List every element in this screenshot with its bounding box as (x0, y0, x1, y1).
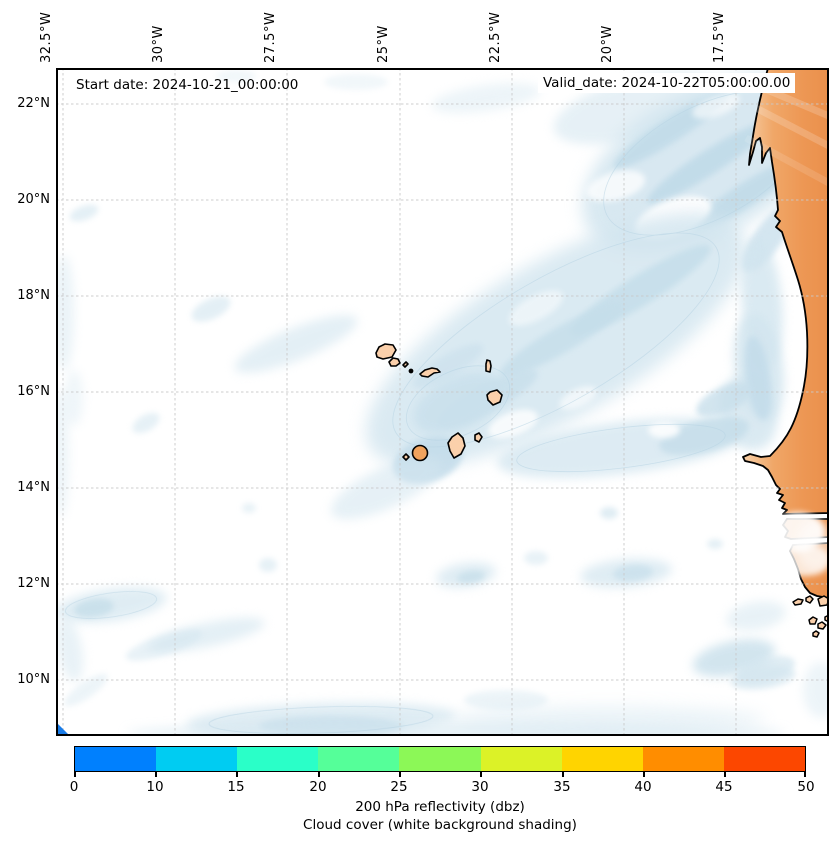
island-maio (474, 432, 483, 443)
y-tick-label: 16°N (17, 384, 50, 399)
colorbar-title-line1: 200 hPa reflectivity (dbz) (355, 799, 525, 815)
y-tick-label: 18°N (17, 288, 50, 303)
colorbar-segment (561, 747, 643, 771)
colorbar-segment (75, 747, 157, 771)
x-tick-label: 22.5°W (488, 11, 503, 63)
colorbar-tick (724, 772, 726, 777)
island-sao-vicente (388, 357, 401, 367)
colorbar-segment (642, 747, 724, 771)
island-brava (402, 453, 410, 461)
x-tick-label: 27.5°W (263, 11, 278, 63)
island-boa-vista (486, 389, 503, 406)
x-tick-label: 20°W (600, 25, 615, 63)
y-tick-label: 14°N (17, 480, 50, 495)
bijagos-islands (792, 595, 829, 638)
colorbar (74, 746, 806, 772)
colorbar-tick (480, 772, 482, 777)
colorbar-tick-label: 30 (471, 779, 489, 795)
colorbar-tick (562, 772, 564, 777)
y-tick-label: 10°N (17, 672, 50, 687)
island-fogo (411, 444, 429, 462)
island-sal (485, 359, 492, 373)
colorbar-tick-label: 45 (715, 779, 733, 795)
colorbar-tick (74, 772, 76, 777)
island-sao-nicolau (419, 367, 441, 378)
cape-verde-islands (375, 343, 503, 462)
colorbar-tick-label: 0 (69, 779, 79, 795)
x-tick-label: 17.5°W (712, 11, 727, 63)
colorbar-tick (236, 772, 238, 777)
y-tick-label: 12°N (17, 576, 50, 591)
colorbar-tick-label: 50 (797, 779, 815, 795)
colorbar-tick (155, 772, 157, 777)
colorbar-tick-label: 35 (553, 779, 571, 795)
cloud-over-land (772, 512, 829, 576)
reflectivity-cell-artifact (56, 722, 70, 736)
colorbar-segment (399, 747, 481, 771)
x-tick-label: 30°W (151, 25, 166, 63)
colorbar-tick-label: 40 (634, 779, 652, 795)
islet (408, 368, 414, 374)
colorbar-segment (318, 747, 400, 771)
x-tick-label: 25°W (376, 25, 391, 63)
colorbar-tick (804, 772, 806, 777)
colorbar-tick (318, 772, 320, 777)
colorbar-tick-label: 25 (390, 779, 408, 795)
colorbar-tick-label: 20 (309, 779, 327, 795)
gridlines (56, 68, 829, 736)
colorbar-tick (399, 772, 401, 777)
x-tick-label: 32.5°W (39, 11, 54, 63)
colorbar-title-line2: Cloud cover (white background shading) (303, 817, 577, 833)
plot-frame (56, 68, 829, 736)
y-tick-label: 20°N (17, 192, 50, 207)
colorbar-segment (237, 747, 319, 771)
colorbar-tick (643, 772, 645, 777)
colorbar-segment (156, 747, 238, 771)
colorbar-tick-label: 15 (227, 779, 245, 795)
island-santo-antao (375, 343, 397, 360)
colorbar-segment (723, 747, 805, 771)
colorbar-tick-label: 10 (146, 779, 164, 795)
start-date-annotation: Start date: 2024-10-21_00:00:00 (76, 77, 299, 93)
y-tick-label: 22°N (17, 96, 50, 111)
cloud-contour-lines (65, 90, 809, 734)
map-plot (56, 68, 829, 736)
island-santa-luzia (402, 361, 409, 368)
valid-date-annotation: Valid_date: 2024-10-22T05:00:00.00 (538, 73, 796, 93)
colorbar-segment (480, 747, 562, 771)
island-santiago (447, 432, 466, 459)
